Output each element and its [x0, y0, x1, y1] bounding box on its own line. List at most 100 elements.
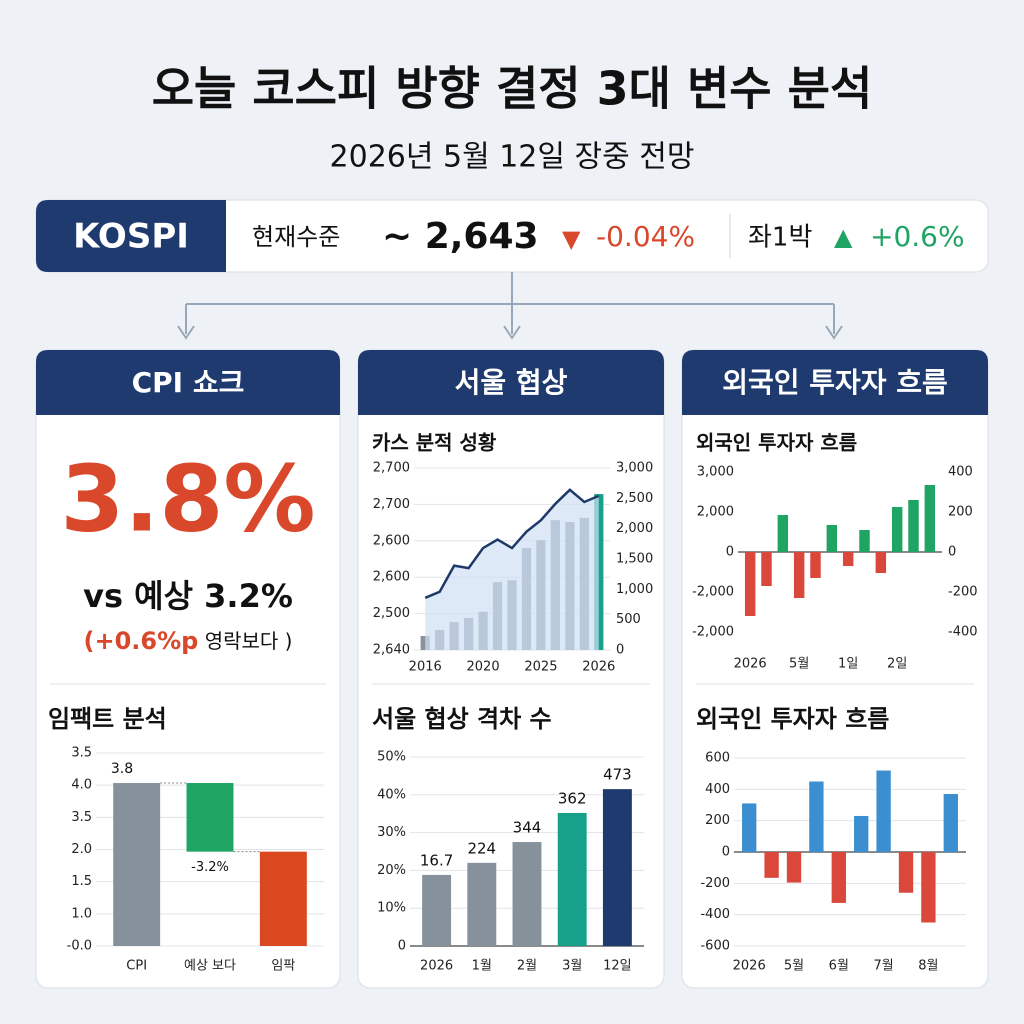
bar: [602, 789, 632, 946]
x-tick-label: 6월: [829, 959, 849, 974]
cpi-headline: 3.8%: [60, 445, 315, 552]
x-tick-label: 임팍: [271, 959, 295, 974]
bar: [891, 507, 903, 552]
bar: [744, 552, 756, 616]
tick-label: 40%: [377, 787, 406, 802]
line: [424, 488, 600, 599]
x-tick-label: 예상 보다: [184, 959, 236, 974]
change: -0.04%: [596, 220, 695, 253]
tick-label: 10%: [377, 901, 406, 916]
bar: [810, 552, 821, 578]
bar: [809, 781, 824, 852]
bar: [113, 783, 161, 946]
tick-label: 50%: [377, 750, 406, 765]
tick-label: 2,700: [373, 461, 410, 476]
x-tick-label: 5월: [784, 959, 804, 974]
x-tick-label: 1일: [838, 657, 858, 672]
panel-header: [682, 350, 988, 415]
tick-label: 2,600: [373, 533, 410, 548]
delta: (+0.6%p: [84, 627, 199, 655]
bar: [876, 770, 891, 852]
x-tick-label: 2026: [733, 959, 766, 974]
tick-label: -0.0: [67, 939, 92, 954]
bar: [908, 500, 919, 552]
panel-title: 외국인 투자자 흐름: [722, 366, 948, 399]
delta-suffix: 영락보다 ): [198, 629, 292, 653]
x-tick-label: 2월: [517, 959, 537, 974]
tick-label: 4.0: [71, 778, 92, 793]
bar: [422, 874, 452, 946]
bar: [761, 552, 772, 586]
tick-label: 500: [616, 612, 641, 627]
panel-title: 서울 협상: [455, 366, 568, 399]
area: [425, 489, 599, 650]
tick-label: -400: [948, 625, 978, 640]
bar: [875, 552, 887, 573]
bar-label: 224: [467, 839, 496, 857]
bar: [777, 515, 789, 552]
bar: [943, 794, 958, 852]
arrow-heads: [177, 325, 843, 340]
tick-label: 2,500: [616, 491, 653, 506]
tick-label: 2,640: [373, 643, 410, 658]
value-label: 3.8: [111, 761, 133, 777]
x-tick-label: 1월: [472, 959, 492, 974]
panel-header: [36, 350, 340, 415]
bar: [842, 552, 854, 566]
x-tick-label: 2025: [524, 660, 557, 675]
cpi-delta: (+0.6%p 영락보다 ): [84, 627, 293, 655]
bar: [854, 815, 869, 852]
tick-label: 2,700: [373, 497, 410, 512]
tick-label: 3,000: [697, 465, 734, 480]
x-tick-label: 2016: [409, 660, 442, 675]
bar-label: 16.7: [420, 851, 453, 869]
bar: [898, 852, 914, 893]
x-tick-label: 3월: [562, 959, 582, 974]
bar: [826, 525, 838, 552]
annotation: -3.2%: [191, 860, 229, 875]
tick-label: 0: [398, 939, 406, 954]
title: 오늘 코스피 방향 결정 3대 변수 분석: [152, 62, 873, 116]
tick-label: -200: [700, 876, 730, 891]
tick-label: 600: [705, 751, 730, 766]
tick-label: 3.5: [71, 810, 92, 825]
night-change: +0.6%: [870, 220, 965, 253]
tick-label: 3,000: [616, 461, 653, 476]
bar: [259, 851, 307, 946]
tick-label: 0: [948, 545, 956, 560]
x-tick-label: 2026: [582, 660, 615, 675]
connector-lines: [185, 272, 835, 334]
connectors: [177, 272, 843, 340]
tick-label: 1.0: [71, 906, 92, 921]
bar: [467, 862, 497, 946]
tick-label: 0: [616, 643, 624, 658]
tick-label: 2.0: [71, 842, 92, 857]
bar: [764, 852, 779, 878]
chart-title: 외국인 투자자 흐름: [696, 431, 857, 455]
chart-title: 외국인 투자자 흐름: [696, 705, 889, 733]
x-tick-label: 12일: [603, 959, 632, 974]
tick-label: 0: [726, 545, 734, 560]
bar: [831, 852, 846, 903]
subtitle: 2026년 5월 12일 장중 전망: [330, 140, 695, 175]
tick-label: -2,000: [692, 625, 734, 640]
ticker-badge: [36, 200, 226, 272]
level: ~ 2,643: [382, 216, 539, 257]
tick-label: 3.5: [71, 746, 92, 761]
tick-label: 0: [722, 845, 730, 860]
bar: [924, 485, 936, 552]
x-tick-label: 2026: [734, 657, 767, 672]
x-tick-label: 2일: [887, 657, 907, 672]
x-tick-label: 8월: [918, 959, 938, 974]
tick-label: -200: [948, 585, 978, 600]
x-tick-label: CPI: [126, 959, 147, 974]
panel-header: [358, 350, 664, 415]
tick-label: -400: [700, 907, 730, 922]
chart-title: 임팩트 분석: [48, 705, 167, 733]
tick-label: 1.5: [71, 874, 92, 889]
tick-label: 400: [705, 782, 730, 797]
tick-label: -600: [700, 939, 730, 954]
panel-title: CPI 쇼크: [132, 366, 245, 399]
bar-label: 344: [513, 819, 542, 837]
